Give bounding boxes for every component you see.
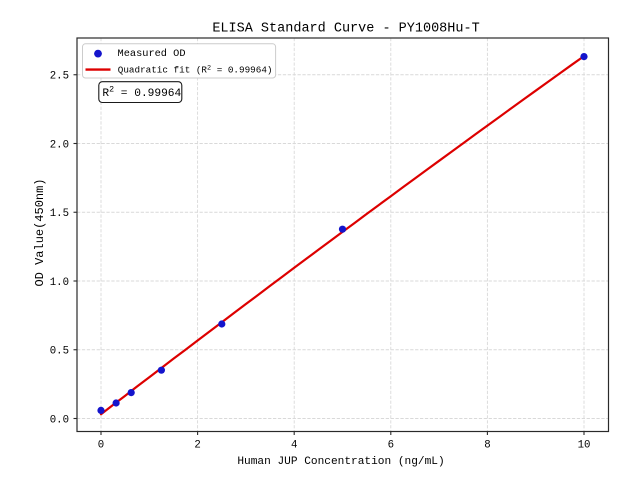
svg-text:Measured OD: Measured OD: [118, 48, 186, 60]
svg-text:0: 0: [98, 440, 104, 452]
svg-text:0.5: 0.5: [50, 346, 69, 358]
svg-text:Human JUP Concentration (ng/mL: Human JUP Concentration (ng/mL): [237, 456, 444, 468]
svg-text:OD Value(450nm): OD Value(450nm): [33, 178, 47, 286]
svg-text:10: 10: [578, 440, 591, 452]
svg-text:2.0: 2.0: [50, 139, 69, 151]
svg-text:2: 2: [194, 440, 200, 452]
svg-text:R2 = 0.99964: R2 = 0.99964: [102, 86, 181, 101]
svg-text:0.0: 0.0: [50, 414, 69, 426]
svg-text:4: 4: [291, 440, 297, 452]
svg-text:6: 6: [388, 440, 394, 452]
svg-text:8: 8: [484, 440, 490, 452]
svg-text:1.0: 1.0: [50, 277, 69, 289]
svg-text:1.5: 1.5: [50, 208, 69, 220]
svg-text:ELISA Standard Curve - PY1008H: ELISA Standard Curve - PY1008Hu-T: [212, 21, 479, 36]
svg-text:2.5: 2.5: [50, 71, 69, 83]
svg-text:Quadratic fit (R2 = 0.99964): Quadratic fit (R2 = 0.99964): [118, 64, 273, 75]
